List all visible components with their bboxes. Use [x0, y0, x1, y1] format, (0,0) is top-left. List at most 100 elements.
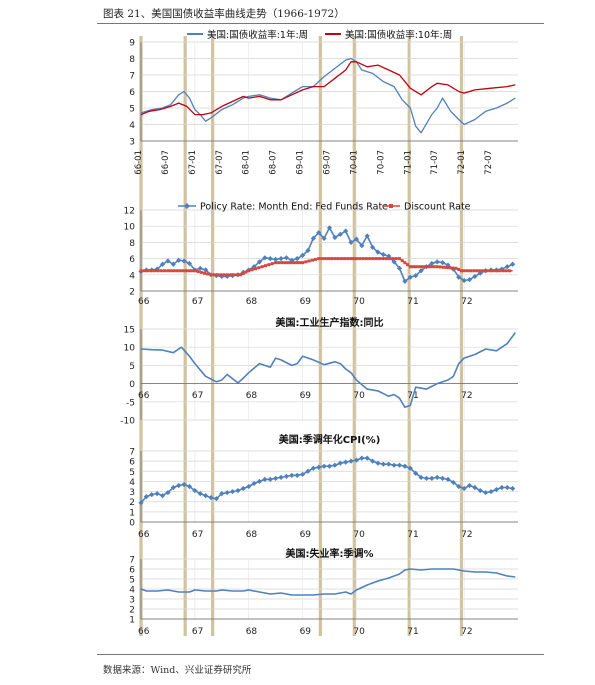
data-point-diamond — [348, 458, 354, 464]
series-line-1 — [140, 457, 513, 504]
data-point-diamond — [283, 255, 290, 261]
data-point-diamond — [445, 476, 451, 482]
data-point-diamond — [299, 471, 306, 477]
data-point-diamond — [510, 485, 516, 492]
data-point-square — [475, 269, 479, 273]
data-point-diamond — [413, 273, 419, 279]
data-point-diamond — [504, 264, 510, 270]
data-point-diamond — [407, 274, 413, 280]
data-point-diamond — [186, 260, 193, 267]
series-line-2 — [140, 61, 516, 116]
data-point-diamond — [229, 488, 236, 495]
x-tick-label: 69 — [300, 627, 312, 637]
data-point-diamond — [305, 247, 311, 254]
data-point-diamond — [246, 483, 252, 490]
y-tick-label: 0 — [129, 380, 135, 390]
data-point-diamond — [289, 472, 295, 478]
data-point-diamond — [337, 460, 343, 466]
x-tick-label: 69 — [300, 297, 312, 307]
data-point-diamond — [278, 256, 284, 262]
data-point-diamond — [273, 475, 279, 481]
x-tick-label: 71-01 — [403, 150, 413, 175]
data-point-square — [166, 269, 170, 273]
figure-title: 图表 21、美国国债收益率曲线走势（1966-1972） — [103, 8, 345, 20]
data-point-diamond — [391, 462, 397, 468]
x-tick-label: 70-07 — [376, 150, 386, 175]
data-point-diamond — [396, 462, 403, 468]
data-point-diamond — [364, 455, 370, 461]
data-point-diamond — [461, 485, 467, 492]
x-tick-label: 70 — [353, 297, 365, 307]
data-point-diamond — [326, 225, 333, 231]
x-tick-label: 69-01 — [296, 150, 306, 175]
data-point-square — [196, 270, 200, 274]
data-point-diamond — [386, 461, 392, 467]
data-point-diamond — [170, 484, 176, 491]
data-point-square — [206, 272, 210, 276]
data-point-diamond — [504, 484, 510, 491]
data-point-diamond — [364, 233, 370, 239]
x-tick-label: 67 — [192, 627, 203, 637]
panel-1: 3 4 5 6 7 8 9 66-01 66-07 67-01 67-07 68-01 68-07 69-… — [129, 29, 518, 175]
data-point-square — [354, 257, 358, 261]
data-point-diamond — [283, 473, 290, 479]
y-tick-label: 9 — [129, 39, 135, 49]
x-tick-label: 72 — [461, 530, 472, 540]
data-point-diamond — [267, 256, 273, 262]
data-point-diamond — [224, 489, 230, 496]
data-point-diamond — [213, 496, 219, 502]
data-point-diamond — [197, 491, 203, 497]
data-point-diamond — [278, 474, 284, 480]
recession-band-3 — [318, 36, 322, 636]
data-point-square — [152, 269, 156, 273]
data-point-square — [307, 259, 311, 263]
data-point-diamond — [353, 457, 360, 463]
data-point-diamond — [477, 487, 483, 494]
x-tick-label: 69 — [300, 530, 312, 540]
data-point-square — [374, 257, 378, 261]
data-point-diamond — [375, 249, 381, 255]
data-point-square — [454, 266, 458, 270]
data-point-square — [426, 265, 430, 269]
data-point-square — [381, 257, 385, 261]
data-point-square — [346, 257, 350, 261]
data-point-square — [349, 257, 353, 261]
data-point-square — [358, 257, 362, 261]
data-point-square — [423, 265, 427, 269]
data-point-diamond — [240, 485, 246, 492]
data-point-square — [462, 269, 466, 273]
x-tick-label: 66-01 — [134, 150, 144, 175]
data-point-square — [229, 273, 233, 277]
data-point-diamond — [294, 256, 300, 262]
data-point-square — [159, 269, 163, 273]
data-point-diamond — [273, 256, 279, 263]
x-tick-label: 67 — [192, 391, 203, 401]
x-tick-label: 72-01 — [457, 150, 467, 175]
x-tick-label: 67 — [192, 530, 203, 540]
data-point-square — [142, 269, 146, 273]
data-point-diamond — [203, 267, 209, 273]
data-point-square — [478, 269, 482, 273]
data-point-square — [203, 271, 207, 275]
recession-band-5 — [407, 36, 411, 636]
panel-title: 美国:工业生产指数:同比 — [276, 316, 384, 329]
data-point-square — [411, 265, 415, 269]
footer-rule — [97, 654, 544, 655]
data-point-square — [286, 261, 290, 265]
data-point-square — [222, 273, 226, 277]
recession-bands — [139, 36, 464, 636]
x-tick-label: 68 — [246, 391, 258, 401]
data-point-square — [326, 257, 330, 261]
data-point-square — [274, 261, 278, 265]
legend-label-2: 美国:国债收益率:10年:周 — [345, 29, 452, 41]
x-tick-label: 66 — [138, 391, 150, 401]
data-point-square — [441, 265, 445, 269]
y-tick-label: 12 — [124, 207, 135, 217]
data-point-diamond — [267, 476, 273, 482]
data-point-diamond — [472, 484, 478, 491]
x-tick-label: 68-07 — [269, 150, 279, 175]
